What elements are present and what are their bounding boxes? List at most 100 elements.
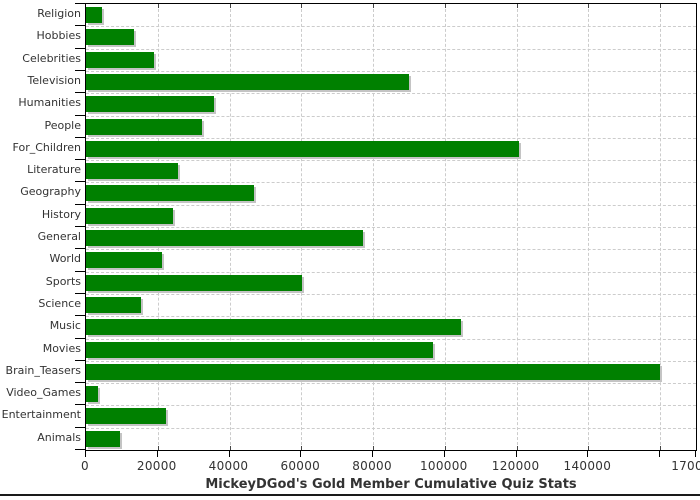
y-axis-tick	[75, 69, 85, 71]
bar	[86, 51, 154, 68]
window-bottom-edge	[0, 494, 700, 496]
x-axis-tick-label: 0	[81, 459, 89, 473]
x-axis-tick-label: 60000	[280, 459, 321, 473]
y-axis-tick	[75, 382, 85, 384]
bar	[86, 207, 173, 224]
bar	[86, 341, 433, 358]
bar	[86, 230, 363, 246]
category-label: Brain_Teasers	[5, 363, 81, 377]
x-axis-tick	[85, 450, 86, 457]
x-axis-inner-tick	[229, 446, 231, 450]
category-label: Religion	[37, 7, 81, 20]
y-axis-tick	[75, 404, 85, 406]
y-axis-tick	[75, 203, 85, 205]
x-axis-tick-label: 20000	[136, 459, 177, 473]
y-axis-tick	[75, 92, 85, 94]
bar	[86, 296, 141, 313]
x-axis-tick-label: 170000	[671, 459, 700, 473]
x-axis-inner-tick	[588, 446, 590, 450]
y-axis-tick	[75, 181, 85, 183]
plot-area	[85, 3, 697, 451]
category-label: Entertainment	[1, 408, 81, 422]
gridline-horizontal	[86, 293, 696, 295]
y-axis-tick	[75, 47, 85, 49]
bar	[86, 7, 102, 23]
y-axis-tick	[75, 3, 85, 4]
bar	[86, 252, 162, 269]
y-axis-tick	[75, 114, 85, 116]
gridline-horizontal	[86, 48, 696, 50]
gridline-horizontal	[86, 383, 696, 385]
bar	[86, 386, 98, 403]
bar	[86, 185, 254, 202]
chart-title: MickeyDGod's Gold Member Cumulative Quiz…	[205, 477, 577, 492]
y-axis-tick	[75, 449, 85, 450]
x-axis-inner-tick	[444, 4, 446, 8]
category-label: World	[49, 252, 81, 266]
gridline-horizontal	[86, 160, 696, 162]
gridline-horizontal	[86, 249, 696, 251]
bar	[86, 96, 214, 113]
y-axis-tick	[75, 426, 85, 428]
bar	[86, 29, 134, 46]
category-label: Hobbies	[36, 29, 81, 43]
bar	[86, 163, 178, 180]
category-label: Celebrities	[22, 51, 81, 65]
bar	[86, 118, 202, 135]
gridline-horizontal	[86, 182, 696, 184]
bar	[86, 73, 409, 90]
y-axis-tick	[75, 337, 85, 339]
x-axis-inner-tick	[660, 446, 662, 450]
x-axis-inner-tick	[157, 4, 159, 8]
bar	[86, 140, 520, 157]
bar	[86, 430, 120, 447]
gridline-horizontal	[86, 316, 696, 318]
x-axis-inner-tick	[373, 446, 375, 450]
x-axis-inner-tick	[660, 4, 662, 8]
category-label: Science	[38, 296, 81, 310]
y-axis-tick	[75, 248, 85, 250]
gridline-horizontal	[86, 70, 696, 72]
x-axis-tick	[587, 450, 589, 457]
x-axis-inner-tick	[588, 4, 590, 8]
y-axis-tick	[75, 315, 85, 317]
gridline-horizontal	[86, 360, 696, 362]
x-axis-inner-tick	[157, 446, 159, 450]
x-axis-inner-tick	[301, 4, 303, 8]
x-axis-tick	[443, 450, 445, 457]
x-axis-tick-label: 40000	[208, 459, 249, 473]
category-label: Animals	[37, 430, 81, 444]
gridline-horizontal	[86, 93, 696, 95]
x-axis-tick	[659, 450, 661, 457]
category-label: Music	[49, 319, 81, 333]
gridline-horizontal	[86, 137, 696, 139]
x-axis-tick	[372, 450, 374, 457]
x-axis-inner-tick	[373, 4, 375, 8]
category-label: Video_Games	[6, 386, 81, 400]
y-axis-tick	[75, 292, 85, 294]
x-axis-tick-label: 80000	[352, 459, 392, 473]
category-label: For_Children	[12, 140, 81, 154]
x-axis-inner-tick	[516, 4, 518, 8]
category-label: Literature	[27, 163, 81, 177]
y-axis-tick	[75, 359, 85, 361]
gridline-horizontal	[86, 227, 696, 228]
gridline-horizontal	[86, 204, 696, 206]
y-axis-tick	[75, 136, 85, 138]
x-axis-tick	[695, 450, 696, 457]
gridline-horizontal	[86, 427, 696, 429]
x-axis-tick-label: 100000	[420, 459, 468, 473]
x-axis-inner-tick	[229, 4, 231, 8]
x-axis-tick	[300, 450, 302, 457]
bar	[86, 274, 303, 291]
bar	[86, 408, 166, 425]
bar	[86, 363, 660, 380]
category-label: History	[41, 207, 81, 221]
y-axis-tick	[75, 270, 85, 272]
category-label: Humanities	[18, 96, 81, 110]
bar	[86, 319, 461, 336]
gridline-horizontal	[86, 26, 696, 28]
gridline-horizontal	[86, 405, 696, 407]
y-axis-tick	[75, 25, 85, 27]
